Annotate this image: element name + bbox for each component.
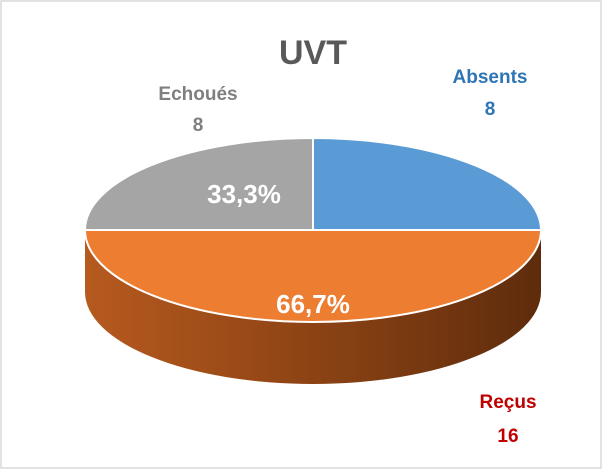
percent-label: 33,3% [207,179,281,209]
slice [84,229,542,323]
slice [312,137,542,231]
percent-label: 66,7% [276,289,350,319]
slice-side [85,230,541,384]
slice-value: 16 [497,426,518,447]
slice-value: 8 [193,115,204,136]
slice [84,137,314,231]
slice-label: Reçus [479,392,536,413]
slice-label: Absents [453,67,528,88]
chart-title: UVT [279,34,347,72]
slice-label: Echoués [158,84,237,105]
slice-value: 8 [485,99,496,120]
